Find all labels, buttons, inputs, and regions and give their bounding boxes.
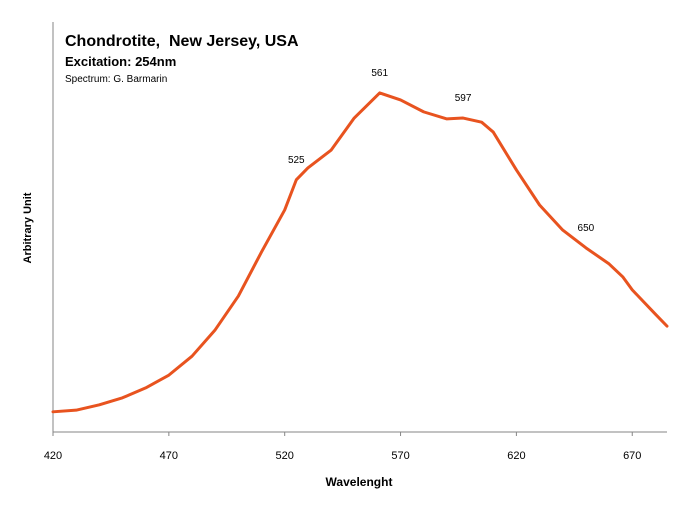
peak-label: 597 <box>455 93 472 104</box>
peak-label: 525 <box>288 155 305 166</box>
peak-label: 650 <box>578 223 595 234</box>
x-tick-label: 570 <box>391 450 409 462</box>
chart-subtitle: Excitation: 254nm <box>65 54 176 69</box>
x-tick-label: 670 <box>623 450 641 462</box>
x-axis-label: Wavelenght <box>326 475 393 489</box>
credit: Spectrum: G. Barmarin <box>65 74 167 85</box>
x-tick-label: 420 <box>44 450 62 462</box>
y-axis-label: Arbitrary Unit <box>22 192 34 263</box>
x-tick-label: 620 <box>507 450 525 462</box>
x-tick-label: 520 <box>276 450 294 462</box>
line-series <box>51 91 669 414</box>
peak-label: 561 <box>371 68 388 79</box>
x-tick-label: 470 <box>160 450 178 462</box>
chart-title: Chondrotite, New Jersey, USA <box>65 33 299 50</box>
